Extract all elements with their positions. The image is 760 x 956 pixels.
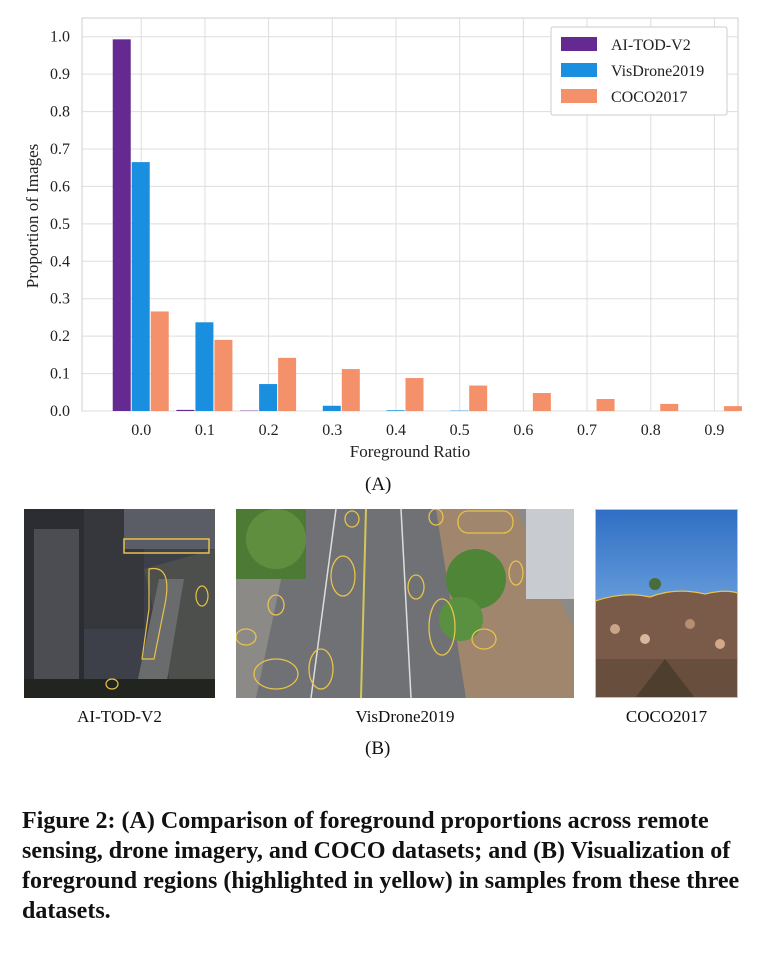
- legend: AI-TOD-V2 VisDrone2019 COCO2017: [550, 26, 728, 116]
- legend-swatch: [561, 89, 597, 103]
- y-tick-label: 0.8: [50, 104, 70, 121]
- x-axis-label: Foreground Ratio: [350, 442, 470, 461]
- visdrone-image: [236, 509, 574, 698]
- y-tick-label: 0.1: [50, 366, 70, 383]
- thumb-label-visdrone: VisDrone2019: [355, 707, 455, 726]
- y-axis-label: Proportion of Images: [23, 144, 42, 288]
- bar-coco2017-0.6: [532, 393, 551, 411]
- y-tick-label: 0.2: [50, 328, 70, 345]
- bar-coco2017-0.8: [660, 403, 679, 411]
- y-tick-label: 0.4: [50, 253, 70, 270]
- legend-label: COCO2017: [611, 89, 687, 106]
- x-tick-label: 0.7: [577, 422, 597, 439]
- y-tick-label: 0.9: [50, 66, 70, 83]
- x-tick-label: 0.4: [386, 422, 406, 439]
- bar-visdrone2019-0.2: [259, 384, 278, 411]
- bar-visdrone2019-0.3: [322, 405, 341, 411]
- x-tick-label: 0.3: [322, 422, 342, 439]
- x-tick-label: 0.0: [131, 422, 151, 439]
- visdrone-thumbnail: [236, 509, 574, 698]
- thumb-label-ai-tod: AI-TOD-V2: [77, 707, 162, 726]
- x-tick-label: 0.5: [450, 422, 470, 439]
- bar-coco2017-0.5: [469, 385, 488, 411]
- bar-coco2017-0.1: [214, 339, 233, 411]
- bars: [112, 39, 742, 411]
- y-tick-label: 0.3: [50, 291, 70, 308]
- x-tick-label: 0.1: [195, 422, 215, 439]
- figure-caption: Figure 2: (A) Comparison of foreground p…: [22, 808, 740, 924]
- legend-label: AI-TOD-V2: [611, 37, 691, 54]
- bar-visdrone2019-0.0: [131, 162, 150, 411]
- bar-ai-tod-v2-0.0: [112, 39, 131, 411]
- panel-a-label: (A): [365, 474, 392, 495]
- bar-coco2017-0.2: [278, 357, 297, 411]
- bar-ai-tod-v2-0.1: [176, 409, 195, 411]
- x-tick-label: 0.2: [259, 422, 279, 439]
- ai-tod-image: [24, 509, 215, 698]
- bar-coco2017-0.7: [596, 399, 615, 411]
- legend-label: VisDrone2019: [611, 63, 704, 80]
- panel-b-label: (B): [365, 738, 391, 759]
- legend-swatch: [561, 37, 597, 51]
- x-tick-label: 0.8: [641, 422, 661, 439]
- bar-visdrone2019-0.4: [386, 410, 405, 411]
- x-tick-label: 0.9: [704, 422, 724, 439]
- axes: 0.0 0.1 0.2 0.3 0.4 0.5 0.6 0.7 0.8 0.9 1.0 0.0 0.1 0…: [50, 29, 724, 439]
- y-tick-label: 0.0: [50, 403, 70, 420]
- y-tick-label: 1.0: [50, 29, 70, 46]
- bar-chart: 0.0 0.1 0.2 0.3 0.4 0.5 0.6 0.7 0.8 0.9 1.0 0.0 0.1 0…: [23, 17, 742, 461]
- y-tick-label: 0.7: [50, 141, 70, 158]
- bar-coco2017-0.4: [405, 378, 424, 411]
- x-tick-label: 0.6: [513, 422, 533, 439]
- ai-tod-thumbnail: [24, 509, 215, 698]
- coco-thumbnail: [595, 509, 738, 698]
- y-tick-label: 0.5: [50, 216, 70, 233]
- bar-visdrone2019-0.1: [195, 322, 214, 411]
- bar-coco2017-0.3: [341, 369, 360, 411]
- bar-coco2017-0.9: [723, 406, 742, 411]
- legend-swatch: [561, 63, 597, 77]
- coco-image: [595, 509, 738, 698]
- bar-coco2017-0.0: [150, 311, 169, 411]
- thumb-label-coco: COCO2017: [625, 707, 708, 726]
- y-tick-label: 0.6: [50, 178, 70, 195]
